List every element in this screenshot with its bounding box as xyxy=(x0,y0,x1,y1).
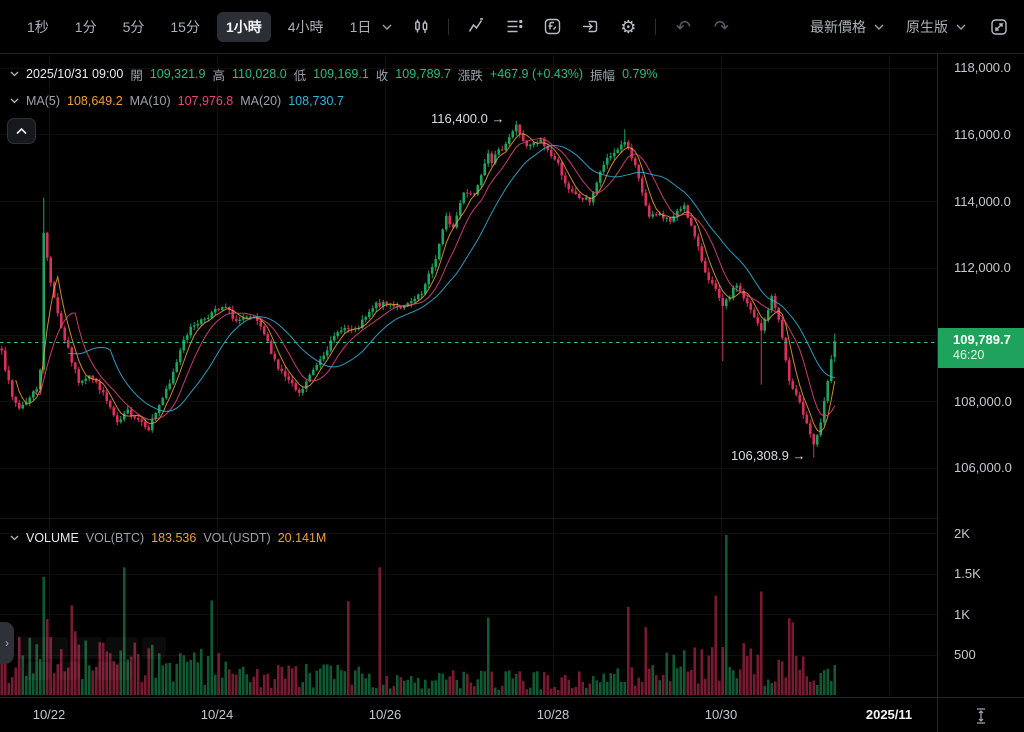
chart-version-dropdown[interactable]: 原生版 xyxy=(906,17,966,37)
timeframe-more-chevron-down-icon[interactable] xyxy=(382,24,392,30)
last-price-value: 109,789.7 xyxy=(953,332,1011,347)
chevron-down-icon[interactable] xyxy=(10,98,19,104)
timeframe-button[interactable]: 1日 xyxy=(349,18,372,35)
time-tick-label: 10/22 xyxy=(32,707,66,722)
order-overlay-icon[interactable] xyxy=(579,16,601,38)
axis-tick-label: 500 xyxy=(954,647,976,662)
marked-low-annotation: 106,308.9 → xyxy=(731,448,806,463)
low-value: 109,169.1 xyxy=(313,67,369,81)
timeframe-button[interactable]: 15分 xyxy=(170,18,200,35)
price-axis[interactable]: 109,789.7 46:20 118,000.0 116,000.0 114,00… xyxy=(937,54,1024,697)
vol-usdt-value: 20.141M xyxy=(277,531,327,545)
candle-countdown: 46:20 xyxy=(953,348,985,362)
change-value: +467.9 (+0.43%) xyxy=(489,67,584,81)
ma5-value: 108,649.2 xyxy=(67,94,123,108)
open-value: 109,321.9 xyxy=(149,67,206,81)
vol-usdt-label: VOL(USDT) xyxy=(203,531,271,545)
vol-btc-value: 183.536 xyxy=(151,531,197,545)
toolbar-divider xyxy=(655,18,657,35)
close-value: 109,789.7 xyxy=(395,67,451,81)
indicator-line-icon[interactable] xyxy=(465,16,487,38)
volume-title: VOLUME xyxy=(26,531,79,545)
high-label: 高 xyxy=(212,68,225,83)
price-mode-dropdown[interactable]: 最新價格 xyxy=(810,17,884,37)
vol-btc-label: VOL(BTC) xyxy=(85,531,145,545)
price-mode-label: 最新價格 xyxy=(810,18,866,35)
candlestick-chart-canvas[interactable] xyxy=(0,54,937,697)
axis-tick-label: 114,000.0 xyxy=(954,194,1011,209)
vertical-resize-icon xyxy=(977,707,985,724)
timeframe-group: 1秒 1分 5分 15分 1小時 4小時 1日 xyxy=(18,11,380,42)
time-tick-label: 10/30 xyxy=(704,707,738,722)
change-label: 漲跌 xyxy=(457,68,483,83)
settings-gear-icon[interactable]: ⚙ xyxy=(620,16,637,37)
candle-datetime: 2025/10/31 09:00 xyxy=(26,67,124,81)
time-tick-label: 10/28 xyxy=(536,707,570,722)
axis-tick-label: 116,000.0 xyxy=(954,127,1011,142)
candlestick-style-icon[interactable] xyxy=(410,16,432,38)
marked-high-annotation: 116,400.0 → xyxy=(431,111,505,126)
axis-tick-label: 118,000.0 xyxy=(954,60,1011,75)
collapse-panel-button[interactable] xyxy=(7,118,36,144)
toolbar-divider xyxy=(448,18,450,35)
low-label: 低 xyxy=(293,68,307,83)
amplitude-value: 0.79% xyxy=(622,67,658,81)
ohlc-info-row: 2025/10/31 09:00 開 109,321.9 高 110,028.0… xyxy=(10,65,658,83)
axis-tick-label: 112,000.0 xyxy=(954,260,1011,275)
ma20-value: 108,730.7 xyxy=(288,94,344,108)
axis-tick-label: 108,000.0 xyxy=(954,394,1012,409)
chevron-down-icon[interactable] xyxy=(10,535,19,541)
axis-tick-label: 2K xyxy=(954,526,970,541)
close-label: 收 xyxy=(375,68,389,83)
list-settings-icon[interactable] xyxy=(503,16,525,38)
undo-icon[interactable]: ↶ xyxy=(675,16,691,37)
ma20-label: MA(20) xyxy=(240,94,282,108)
ma10-value: 107,976.8 xyxy=(177,94,234,108)
axis-scale-corner[interactable] xyxy=(937,698,1024,732)
fullscreen-icon[interactable] xyxy=(988,16,1010,38)
chart-version-label: 原生版 xyxy=(906,18,948,35)
chevron-right-icon: › xyxy=(5,636,9,650)
time-tick-label: 10/24 xyxy=(200,707,234,722)
axis-tick-label: 1K xyxy=(954,607,970,622)
amplitude-label: 振幅 xyxy=(590,68,616,83)
last-price-badge[interactable]: 109,789.7 46:20 xyxy=(938,328,1024,368)
timeframe-button[interactable]: 1秒 xyxy=(27,18,49,35)
time-tick-label: 2025/11 xyxy=(865,707,913,722)
timeframe-button[interactable]: 1小時 xyxy=(216,11,271,42)
chart-stage: 2025/10/31 09:00 開 109,321.9 高 110,028.0… xyxy=(0,54,1024,697)
volume-info-row: VOLUME VOL(BTC) 183.536 VOL(USDT) 20.141… xyxy=(10,529,326,547)
timeframe-button[interactable]: 5分 xyxy=(122,18,145,35)
time-axis[interactable]: 10/22 10/24 10/26 10/28 10/30 2025/11 xyxy=(0,697,1024,732)
chevron-down-icon xyxy=(956,24,966,30)
ma5-label: MA(5) xyxy=(26,94,61,108)
open-label: 開 xyxy=(130,68,143,83)
side-panel-handle[interactable]: › xyxy=(0,622,14,664)
time-tick-label: 10/26 xyxy=(368,707,402,722)
ma10-label: MA(10) xyxy=(129,94,171,108)
chevron-down-icon xyxy=(874,24,884,30)
chevron-up-icon xyxy=(16,127,27,134)
chevron-down-icon[interactable] xyxy=(10,71,19,77)
axis-tick-label: 106,000.0 xyxy=(954,460,1012,475)
formula-icon[interactable] xyxy=(541,16,563,38)
axis-tick-label: 1.5K xyxy=(954,566,981,581)
high-value: 110,028.0 xyxy=(231,67,287,81)
timeframe-button[interactable]: 1分 xyxy=(74,18,97,35)
timeframe-button[interactable]: 4小時 xyxy=(287,18,324,35)
redo-icon[interactable]: ↷ xyxy=(713,16,729,37)
chart-toolbar: 1秒 1分 5分 15分 1小時 4小時 1日 xyxy=(0,0,1024,54)
ma-info-row: MA(5) 108,649.2 MA(10) 107,976.8 MA(20) … xyxy=(10,92,344,110)
exchange-watermark xyxy=(14,635,184,685)
